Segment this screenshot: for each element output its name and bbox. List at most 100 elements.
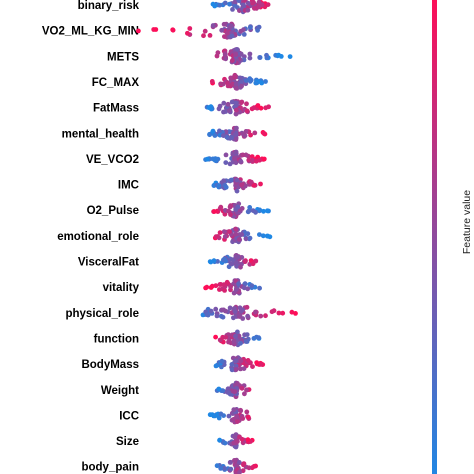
shap-points xyxy=(136,0,298,474)
feature-label: METS xyxy=(107,51,139,63)
shap-point xyxy=(232,458,237,463)
shap-point xyxy=(250,157,255,163)
shap-point xyxy=(226,108,232,114)
shap-point xyxy=(231,407,237,413)
shap-point xyxy=(257,285,262,291)
shap-point xyxy=(232,0,238,5)
feature-label: FatMass xyxy=(93,103,139,115)
shap-point xyxy=(213,363,219,369)
feature-label: mental_health xyxy=(62,128,139,140)
shap-point xyxy=(211,183,217,189)
shap-point xyxy=(239,232,245,237)
shap-point xyxy=(238,28,244,34)
feature-label: O2_Pulse xyxy=(87,205,139,217)
shap-point xyxy=(202,28,208,34)
shap-point xyxy=(228,177,234,183)
shap-point xyxy=(216,386,222,392)
shap-point xyxy=(280,310,286,316)
feature-label: VO2_ML_KG_MIN xyxy=(42,26,139,38)
shap-point xyxy=(233,81,239,87)
shap-point xyxy=(185,30,190,36)
shap-point xyxy=(234,125,239,131)
shap-point xyxy=(223,334,229,340)
shap-point xyxy=(225,80,230,86)
feature-labels: binary_risk VO2_ML_KG_MIN METS FC_MAX FatMas… xyxy=(42,0,140,474)
shap-point xyxy=(208,285,214,290)
shap-point xyxy=(233,111,239,117)
shap-point xyxy=(217,437,223,443)
shap-point xyxy=(238,366,243,372)
shap-point xyxy=(233,363,239,369)
shap-point xyxy=(222,440,228,446)
shap-point xyxy=(204,312,210,318)
shap-point xyxy=(258,105,264,111)
shap-point xyxy=(233,207,239,212)
shap-point xyxy=(257,207,263,213)
shap-point xyxy=(223,56,229,62)
shap-point xyxy=(232,132,238,138)
shap-point xyxy=(221,133,226,139)
shap-point xyxy=(242,259,248,264)
feature-label: Size xyxy=(116,436,139,448)
shap-point xyxy=(232,3,238,8)
shap-point xyxy=(247,51,253,57)
shap-point xyxy=(252,130,258,136)
shap-point xyxy=(253,309,258,315)
feature-label: VisceralFat xyxy=(78,257,139,269)
shap-point xyxy=(233,254,239,259)
shap-point xyxy=(231,416,237,422)
shap-point xyxy=(229,33,235,39)
feature-label: Weight xyxy=(101,385,139,397)
shap-point xyxy=(237,312,243,318)
shap-point xyxy=(218,466,224,471)
shap-point xyxy=(170,27,176,33)
shap-point xyxy=(247,55,253,61)
shap-point xyxy=(212,133,218,138)
shap-point xyxy=(230,6,235,12)
shap-point xyxy=(235,381,240,386)
shap-point xyxy=(224,30,230,36)
shap-point xyxy=(234,177,240,183)
shap-point xyxy=(250,208,256,214)
shap-point xyxy=(239,182,245,188)
shap-point xyxy=(227,229,232,235)
shap-point xyxy=(255,103,261,108)
shap-point xyxy=(237,469,242,474)
shap-point xyxy=(232,309,238,315)
shap-point xyxy=(265,233,271,239)
shap-point xyxy=(243,236,249,242)
shap-point xyxy=(241,462,246,468)
shap-point xyxy=(223,152,229,158)
shap-point xyxy=(218,411,224,417)
shap-point xyxy=(241,285,247,291)
shap-point xyxy=(244,101,249,107)
shap-point xyxy=(228,466,234,472)
shap-point xyxy=(247,25,253,30)
shap-point xyxy=(238,358,244,364)
shap-point xyxy=(227,1,232,7)
shap-point xyxy=(261,156,267,162)
shap-point xyxy=(209,79,215,84)
shap-point xyxy=(233,432,239,437)
shap-point xyxy=(230,58,235,63)
shap-point xyxy=(217,2,223,8)
shap-point xyxy=(224,279,230,285)
shap-point xyxy=(153,27,159,32)
shap-point xyxy=(229,135,235,140)
shap-point xyxy=(276,310,282,316)
shap-point xyxy=(247,205,253,210)
shap-point xyxy=(203,285,209,291)
shap-point xyxy=(221,307,227,313)
shap-point xyxy=(240,131,246,137)
shap-point xyxy=(212,413,218,419)
shap-point xyxy=(225,101,231,107)
shap-point xyxy=(235,439,240,444)
shap-point xyxy=(213,234,219,240)
shap-point xyxy=(229,362,235,367)
shap-point xyxy=(228,284,234,290)
feature-label: VE_VCO2 xyxy=(86,154,139,166)
shap-point xyxy=(219,27,225,33)
colorbar xyxy=(432,0,437,474)
shap-point xyxy=(236,0,242,3)
